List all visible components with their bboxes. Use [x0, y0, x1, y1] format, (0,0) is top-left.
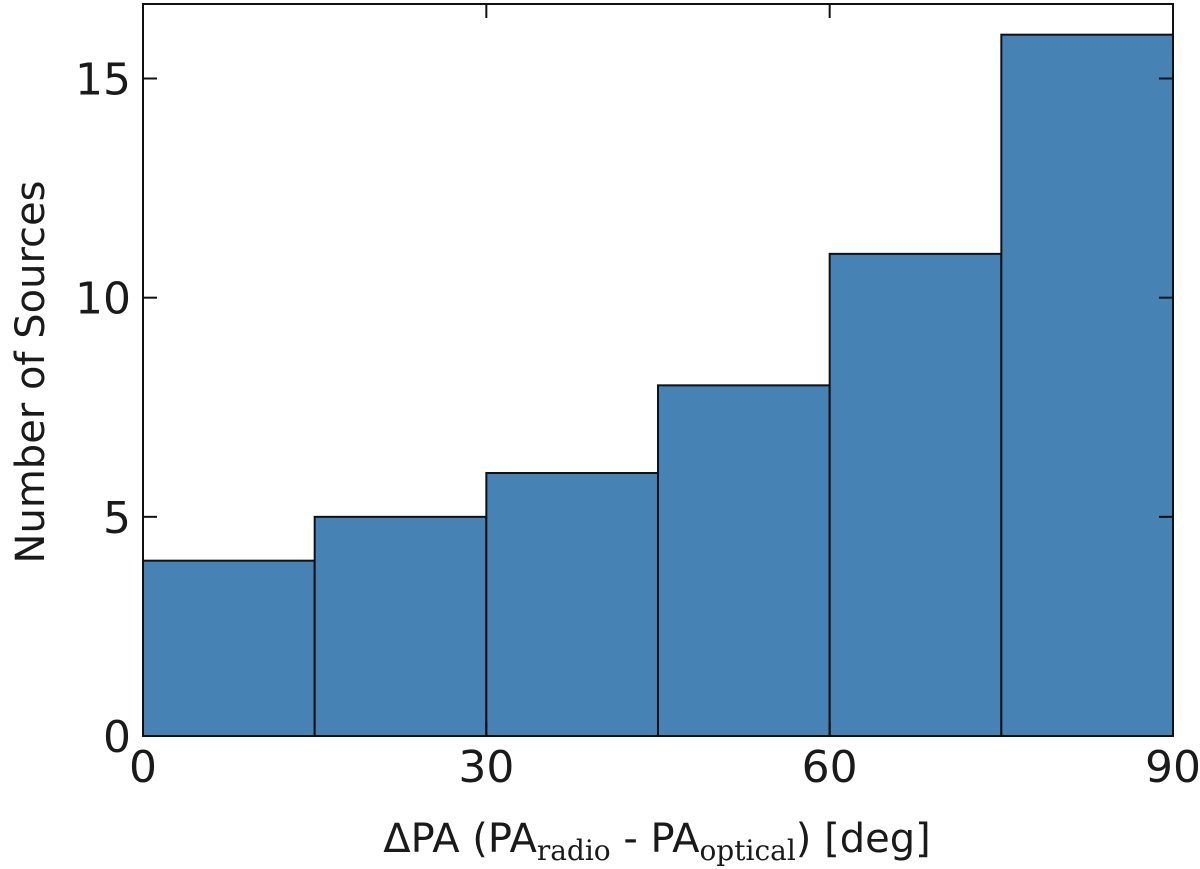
x-axis-label: ΔPA (PAradio - PAoptical) [deg] [383, 816, 930, 867]
bars-group [142, 33, 1174, 738]
y-tick-label: 10 [75, 274, 131, 325]
plot-frame [142, 3, 1174, 737]
histogram-bar [1000, 33, 1174, 738]
histogram-bar [142, 559, 316, 737]
y-tick-label: 15 [75, 55, 131, 106]
y-tick-label: 0 [103, 712, 131, 763]
histogram-bar [313, 515, 488, 737]
y-tick-label: 5 [103, 493, 131, 544]
histogram-bar [657, 384, 831, 737]
histogram-bar [828, 252, 1003, 738]
x-tick-label: 90 [1145, 742, 1200, 793]
histogram-bar [485, 472, 660, 737]
x-tick-label: 60 [802, 742, 858, 793]
ticks-group [142, 4, 1174, 737]
tick-labels-group: 0 30 60 90 0 5 10 15 [75, 55, 1200, 793]
x-tick-label: 30 [458, 742, 514, 793]
x-tick-label: 0 [129, 742, 157, 793]
y-axis-label: Number of Sources [8, 181, 54, 564]
